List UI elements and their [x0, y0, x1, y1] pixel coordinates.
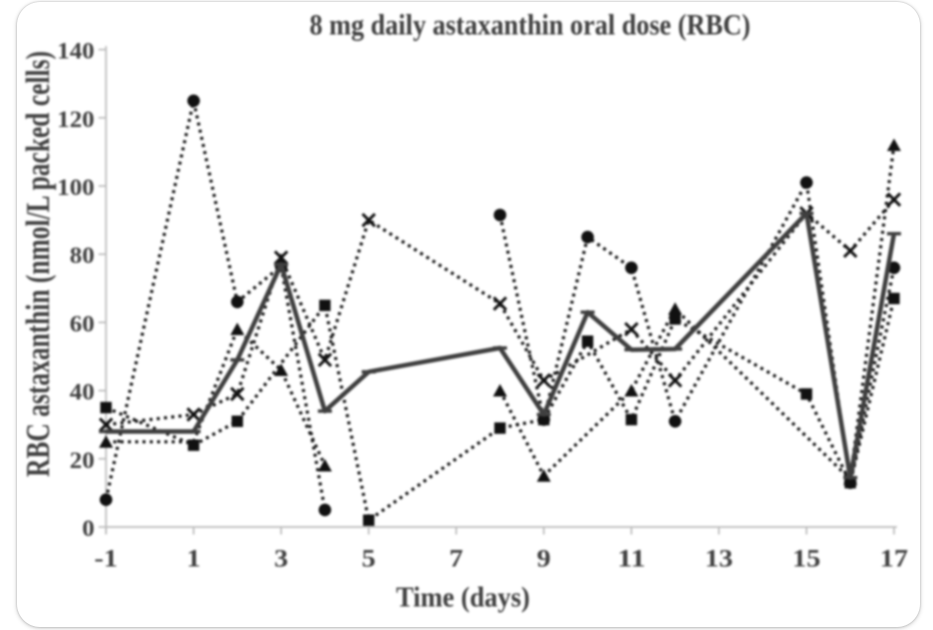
svg-text:60: 60	[70, 311, 95, 336]
svg-text:40: 40	[70, 380, 95, 405]
svg-text:120: 120	[57, 107, 94, 132]
svg-text:9: 9	[537, 544, 551, 573]
svg-text:17: 17	[880, 544, 908, 573]
svg-text:1: 1	[187, 544, 201, 573]
svg-text:-1: -1	[94, 544, 117, 573]
svg-text:13: 13	[705, 544, 733, 573]
svg-text:Time (days): Time (days)	[396, 583, 530, 614]
svg-text:80: 80	[70, 243, 95, 268]
svg-text:100: 100	[57, 175, 94, 200]
svg-text:0: 0	[82, 516, 94, 541]
svg-text:3: 3	[274, 544, 288, 573]
svg-text:8 mg daily astaxanthin oral do: 8 mg daily astaxanthin oral dose (RBC)	[310, 9, 751, 42]
svg-text:20: 20	[70, 448, 95, 473]
svg-text:RBC astaxanthin (nmol/L packed: RBC astaxanthin (nmol/L packed cells)	[20, 51, 57, 477]
svg-text:140: 140	[57, 39, 94, 64]
svg-text:11: 11	[617, 544, 645, 573]
svg-text:5: 5	[362, 544, 376, 573]
svg-text:15: 15	[792, 544, 820, 573]
svg-text:7: 7	[449, 544, 463, 573]
